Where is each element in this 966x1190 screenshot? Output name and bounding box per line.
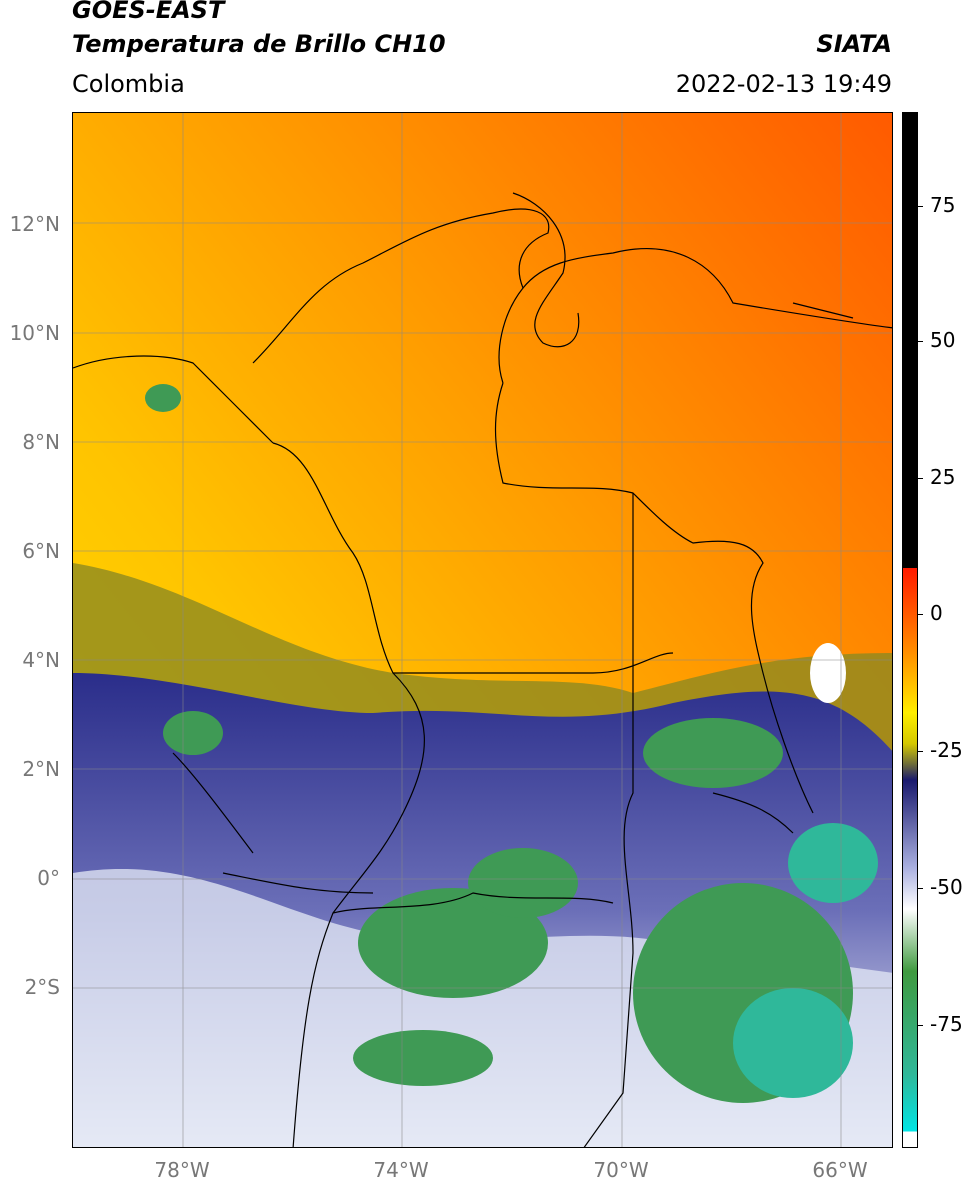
map-image [73, 113, 892, 1147]
colorbar-label-50: 50 [930, 328, 956, 352]
colorbar-tick [918, 341, 923, 342]
colorbar-tick [918, 1025, 923, 1026]
lon-label-74w: 74°W [373, 1158, 429, 1182]
lat-label-12n: 12°N [9, 212, 60, 236]
colorbar-label-0: 0 [930, 601, 943, 625]
agency-label: SIATA [816, 30, 892, 58]
datetime-label: 2022-02-13 19:49 [675, 70, 892, 98]
colorbar-tick [918, 751, 923, 752]
satellite-title: GOES-EAST [72, 0, 225, 24]
colorbar-tick [918, 478, 923, 479]
colorbar-tick [918, 888, 923, 889]
lon-label-66w: 66°W [812, 1158, 868, 1182]
colorbar [902, 112, 918, 1148]
border-lines [73, 192, 892, 1147]
lon-label-78w: 78°W [154, 1158, 210, 1182]
product-title: Temperatura de Brillo CH10 [72, 30, 446, 58]
lat-label-10n: 10°N [9, 321, 60, 345]
colorbar-label-neg50: -50 [930, 875, 963, 899]
colorbar-label-25: 25 [930, 465, 956, 489]
lat-label-2n: 2°N [22, 757, 60, 781]
region-label: Colombia [72, 70, 185, 98]
colorbar-label-neg25: -25 [930, 738, 963, 762]
lat-label-4n: 4°N [22, 648, 60, 672]
colorbar-tick [918, 614, 923, 615]
lon-label-70w: 70°W [593, 1158, 649, 1182]
satellite-map [72, 112, 893, 1148]
colorbar-tick [918, 206, 923, 207]
lat-label-2s: 2°S [24, 975, 60, 999]
lat-label-0: 0° [37, 866, 60, 890]
lat-label-6n: 6°N [22, 539, 60, 563]
lat-label-8n: 8°N [22, 430, 60, 454]
colorbar-label-75: 75 [930, 193, 956, 217]
colorbar-label-neg75: -75 [930, 1012, 963, 1036]
